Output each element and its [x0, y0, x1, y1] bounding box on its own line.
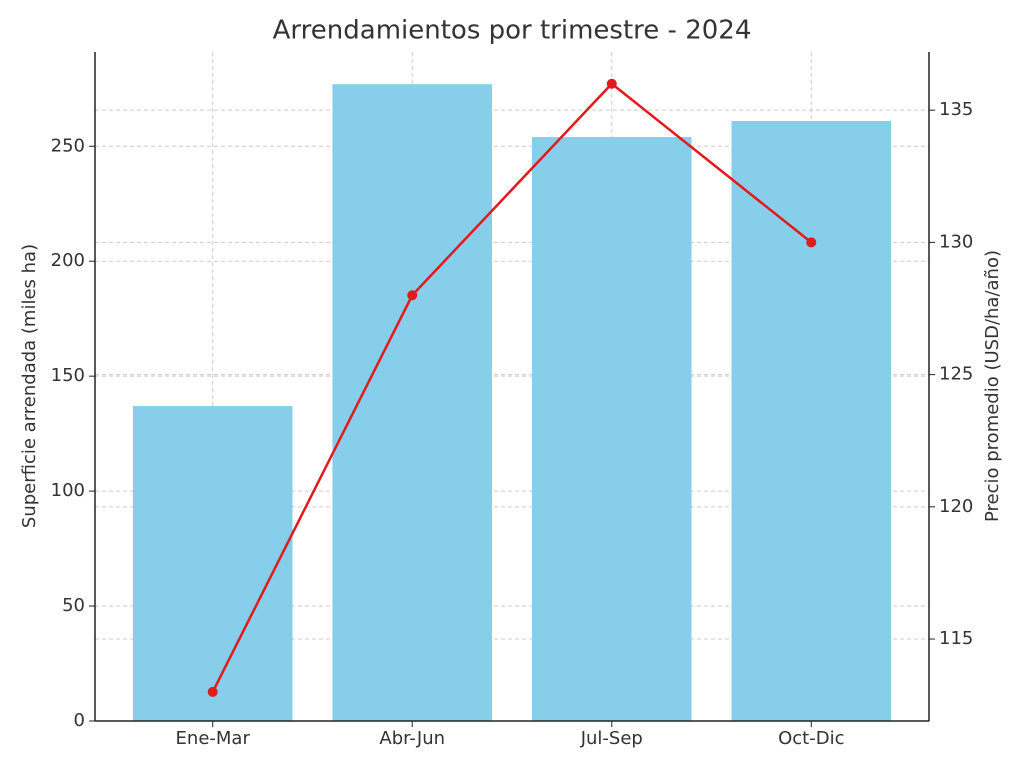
x-tick-label: Jul-Sep [580, 728, 643, 749]
y-tick-label: 100 [51, 480, 85, 501]
y-tick-label: 50 [62, 595, 85, 616]
y2-tick-label: 125 [939, 364, 973, 385]
bar [531, 137, 692, 721]
y-axis-label: Superficie arrendada (miles ha) [19, 244, 40, 528]
y-tick-label: 150 [51, 365, 85, 386]
y2-axis-label: Precio promedio (USD/ha/año) [982, 250, 1003, 522]
line [211, 82, 813, 693]
y-tick-label: 0 [74, 710, 85, 731]
x-tick-label: Abr-Jun [379, 728, 445, 749]
bar [731, 120, 892, 722]
x-tick-label: Ene-Mar [176, 728, 251, 749]
bar [332, 84, 493, 722]
y2-tick-label: 115 [939, 628, 973, 649]
point [606, 78, 617, 89]
y2-tick-label: 130 [939, 231, 973, 252]
point [207, 686, 218, 697]
chart-title: Arrendamientos por trimestre - 2024 [273, 16, 752, 46]
y-tick-label: 250 [51, 135, 85, 156]
y-tick-label: 200 [51, 250, 85, 271]
y2-tick-label: 135 [939, 99, 973, 120]
y2-tick-label: 120 [939, 496, 973, 517]
point [407, 290, 418, 301]
bar [132, 406, 293, 721]
x-tick-label: Oct-Dic [778, 728, 844, 749]
point [806, 237, 817, 248]
